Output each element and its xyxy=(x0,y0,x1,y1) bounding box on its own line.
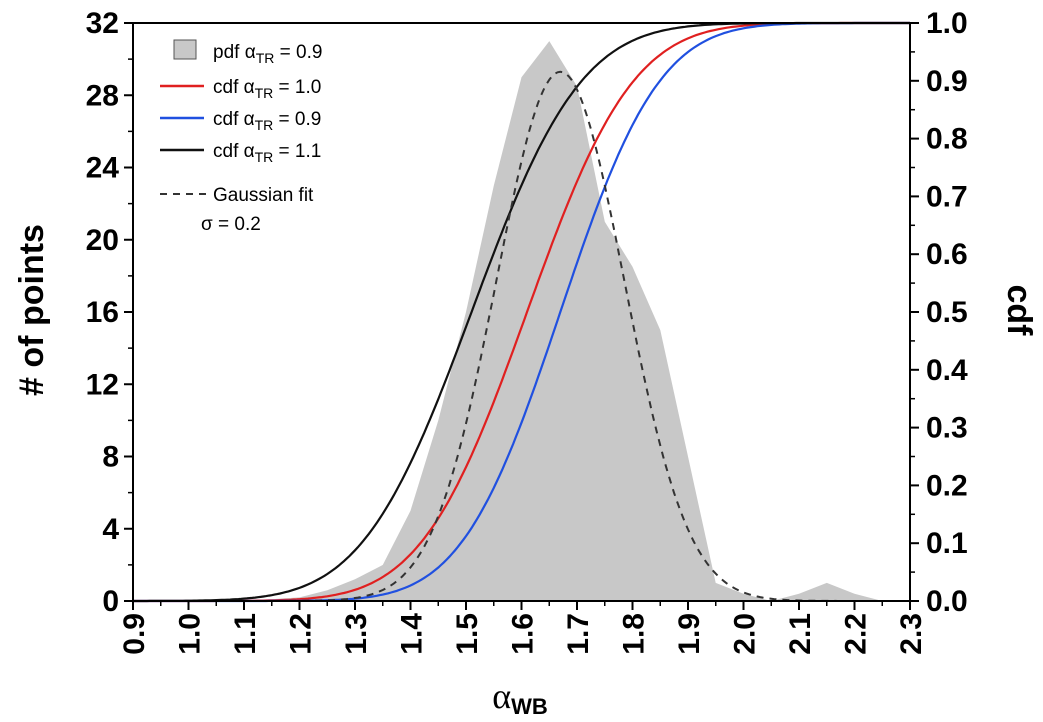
y-right-tick-label: 0.6 xyxy=(926,238,968,271)
pdf-area-layer xyxy=(133,41,910,602)
x-tick-label: 1.2 xyxy=(285,613,318,655)
tick-labels: 0.9 1.0 1.1 1.2 1.3 1.4 1.5 1.6 1.7 1.8 1.9 2.0 2.1 2… xyxy=(86,7,968,655)
legend-label-gaussian-sigma: σ = 0.2 xyxy=(201,214,261,235)
y-right-tick-label: 0.7 xyxy=(926,180,968,213)
x-tick-label: 1.0 xyxy=(174,613,207,655)
y-left-tick-label: 20 xyxy=(86,224,119,257)
x-tick-label: 1.1 xyxy=(229,613,262,655)
x-tick-label: 1.7 xyxy=(562,613,595,655)
y-right-tick-label: 0.0 xyxy=(926,585,968,618)
axes xyxy=(124,22,919,610)
y-left-tick-label: 8 xyxy=(102,441,119,474)
x-tick-label: 2.2 xyxy=(840,613,873,655)
legend-label-cdf-1-0: cdf αTR = 1.0 xyxy=(213,77,321,101)
legend-label-gaussian-fit: Gaussian fit xyxy=(213,185,314,206)
y-left-tick-label: 4 xyxy=(102,513,119,546)
x-axis-title-main: α xyxy=(492,676,511,716)
x-tick-label: 1.4 xyxy=(396,613,429,655)
x-axis-title-sub: WB xyxy=(511,694,548,719)
x-axis-title: αWB xyxy=(492,676,548,719)
x-tick-label: 1.5 xyxy=(451,613,484,655)
y-left-tick-label: 24 xyxy=(86,152,120,185)
x-tick-label: 2.0 xyxy=(729,613,762,655)
x-tick-label: 1.3 xyxy=(340,613,373,655)
y-right-tick-label: 0.3 xyxy=(926,412,968,445)
y-right-tick-label: 1.0 xyxy=(926,7,968,40)
y-right-tick-label: 0.4 xyxy=(926,354,968,387)
y-right-tick-label: 0.5 xyxy=(926,296,968,329)
x-tick-label: 1.8 xyxy=(618,613,651,655)
legend-label-cdf-1-1: cdf αTR = 1.1 xyxy=(213,141,321,165)
y-left-tick-label: 0 xyxy=(102,585,119,618)
x-tick-label: 1.6 xyxy=(507,613,540,655)
y-right-tick-label: 0.9 xyxy=(926,65,968,98)
legend-label-cdf-0-9: cdf αTR = 0.9 xyxy=(213,109,321,133)
legend: pdf αTR = 0.9 cdf αTR = 1.0 cdf αTR = 0.… xyxy=(160,39,322,235)
x-tick-label: 0.9 xyxy=(118,613,151,655)
pdf-area xyxy=(133,41,910,602)
y-left-tick-label: 28 xyxy=(86,79,119,112)
y-axis-right-title: cdf xyxy=(1000,285,1038,337)
y-left-tick-label: 16 xyxy=(86,296,119,329)
x-tick-label: 2.3 xyxy=(895,613,928,655)
y-right-tick-label: 0.2 xyxy=(926,469,968,502)
y-axis-left-title: # of points xyxy=(13,224,51,396)
legend-swatch-pdf xyxy=(173,39,197,60)
y-left-tick-label: 12 xyxy=(86,368,119,401)
x-tick-label: 1.9 xyxy=(673,613,706,655)
y-right-tick-label: 0.1 xyxy=(926,527,968,560)
y-right-tick-label: 0.8 xyxy=(926,123,968,156)
y-left-tick-label: 32 xyxy=(86,7,119,40)
legend-label-pdf: pdf αTR = 0.9 xyxy=(213,42,322,66)
x-tick-label: 2.1 xyxy=(784,613,817,655)
